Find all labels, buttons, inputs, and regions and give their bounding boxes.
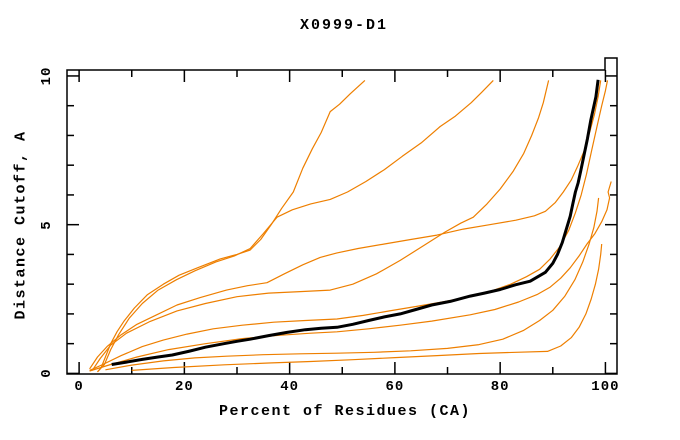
curve-model-7 xyxy=(105,197,600,371)
curves xyxy=(89,79,612,373)
curve-model-2 xyxy=(97,79,494,373)
y-tick-label: 10 xyxy=(39,66,55,86)
y-axis-label: Distance Cutoff, A xyxy=(12,130,30,320)
y-tick-label: 0 xyxy=(39,368,55,379)
x-axis-label: Percent of Residues (CA) xyxy=(218,403,472,420)
y-tick-label: 5 xyxy=(39,219,55,230)
x-tick-label: 20 xyxy=(174,379,194,395)
tick-marks xyxy=(67,70,617,375)
x-tick-label: 60 xyxy=(385,379,405,395)
x-tick-label: 0 xyxy=(74,379,84,395)
x-tick-label: 40 xyxy=(280,379,300,395)
curve-model-3 xyxy=(91,80,550,371)
curve-model-6 xyxy=(89,181,612,372)
curve-model-8 xyxy=(131,243,603,371)
curve-model-4 xyxy=(89,80,602,370)
curve-highlighted-model xyxy=(111,79,600,366)
page-title: X0999-D1 xyxy=(299,17,389,34)
x-tick-label: 100 xyxy=(591,379,620,395)
x-tick-label: 80 xyxy=(490,379,510,395)
